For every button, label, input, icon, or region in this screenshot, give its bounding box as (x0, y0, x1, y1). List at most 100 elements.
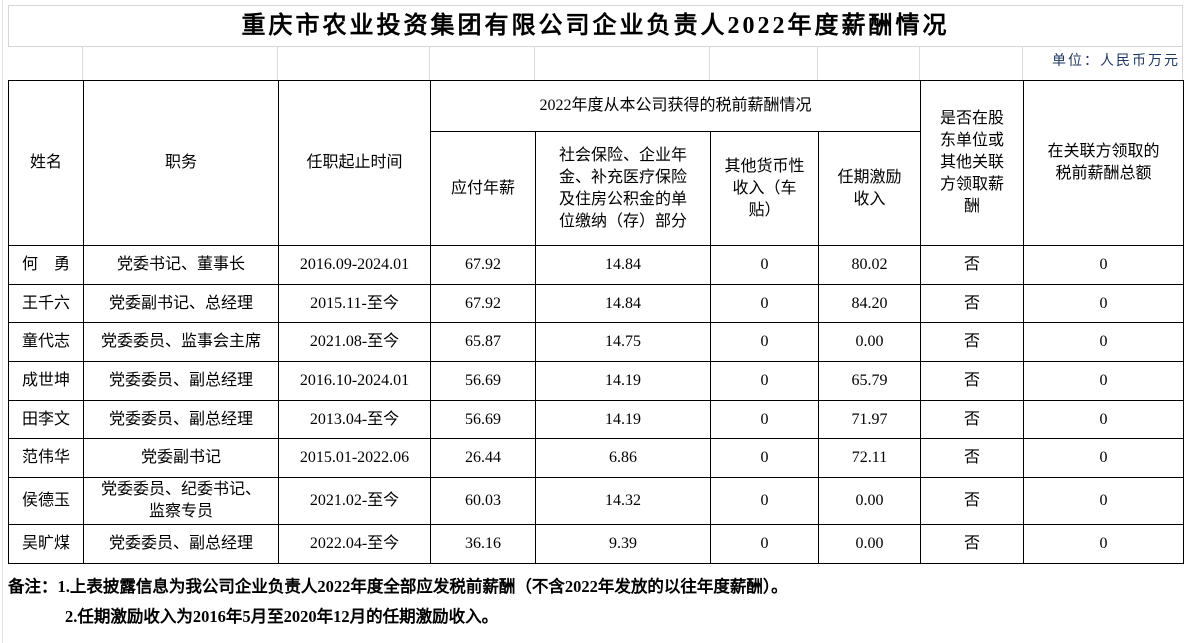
cell-tenure-incentive: 84.20 (817, 284, 922, 323)
table-row: 田李文 党委委员、副总经理 2013.04-至今 56.69 14.19 0 7… (8, 400, 1185, 439)
cell-related-party-flag: 否 (920, 322, 1025, 362)
cell-insurance: 6.86 (535, 438, 711, 478)
cell-tenure-incentive: 0.00 (817, 477, 922, 525)
cell-related-party-total: 0 (1023, 361, 1185, 401)
cell-insurance: 14.19 (535, 400, 711, 439)
cell-other-income: 0 (710, 322, 819, 362)
cell-name: 吴旷煤 (8, 524, 84, 564)
cell-related-party-total: 0 (1023, 438, 1185, 478)
cell-related-party-total: 0 (1023, 524, 1185, 564)
cell-related-party-flag: 否 (920, 361, 1025, 401)
cell-related-party-total: 0 (1023, 477, 1185, 525)
col-header-tenure-incentive: 任期激励 收入 (817, 131, 922, 246)
cell-term: 2015.11-至今 (278, 284, 431, 323)
header-row-sub: 应付年薪 社会保险、企业年 金、补充医疗保险 及住房公积金的单 位缴纳（存）部分… (9, 131, 1184, 246)
cell-position: 党委委员、副总经理 (83, 361, 279, 401)
cell-name: 田李文 (8, 400, 84, 439)
footnotes: 备注：1.上表披露信息为我公司企业负责人2022年度全部应发税前薪酬（不含202… (8, 572, 1178, 632)
cell-name: 成世坤 (8, 361, 84, 401)
col-header-other-income: 其他货币性 收入（车 贴） (710, 131, 819, 246)
table-row: 范伟华 党委副书记 2015.01-2022.06 26.44 6.86 0 7… (8, 438, 1185, 478)
cell-position: 党委书记、董事长 (83, 245, 279, 285)
cell-term: 2015.01-2022.06 (278, 438, 431, 478)
cell-related-party-flag: 否 (920, 438, 1025, 478)
cell-position: 党委委员、副总经理 (83, 524, 279, 564)
col-header-position: 职务 (83, 80, 279, 246)
cell-annual-salary: 56.69 (430, 361, 536, 401)
cell-related-party-flag: 否 (920, 245, 1025, 285)
cell-annual-salary: 65.87 (430, 322, 536, 362)
cell-position: 党委委员、副总经理 (83, 400, 279, 439)
cell-tenure-incentive: 0.00 (817, 322, 922, 362)
cell-annual-salary: 36.16 (430, 524, 536, 564)
unit-row-cell (920, 47, 1023, 80)
cell-related-party-flag: 否 (920, 477, 1025, 525)
col-header-annual-salary: 应付年薪 (430, 131, 536, 246)
sheet-gridline (2, 0, 3, 643)
cell-related-party-total: 0 (1023, 284, 1185, 323)
cell-related-party-flag: 否 (920, 524, 1025, 564)
cell-position: 党委副书记、总经理 (83, 284, 279, 323)
cell-insurance: 14.19 (535, 361, 711, 401)
unit-row-cell (8, 47, 83, 80)
unit-label: 单位：人民币万元 (1023, 47, 1183, 80)
unit-row-cell (818, 47, 920, 80)
cell-tenure-incentive: 65.79 (817, 361, 922, 401)
document-title: 重庆市农业投资集团有限公司企业负责人2022年度薪酬情况 (8, 5, 1183, 47)
header-row-top: 姓名 职务 任职起止时间 2022年度从本公司获得的税前薪酬情况 是否在股 东单… (8, 80, 1185, 246)
cell-name: 王千六 (8, 284, 84, 323)
cell-term: 2021.08-至今 (278, 322, 431, 362)
cell-position: 党委委员、监事会主席 (83, 322, 279, 362)
table-row: 童代志 党委委员、监事会主席 2021.08-至今 65.87 14.75 0 … (8, 322, 1185, 362)
col-header-related-party-flag: 是否在股 东单位或 其他关联 方领取薪 酬 (920, 80, 1025, 246)
cell-term: 2016.09-2024.01 (278, 245, 431, 285)
table-row: 侯德玉 党委委员、纪委书记、 监察专员 2021.02-至今 60.03 14.… (8, 477, 1185, 525)
cell-tenure-incentive: 80.02 (817, 245, 922, 285)
cell-related-party-flag: 否 (920, 284, 1025, 323)
cell-position: 党委副书记 (83, 438, 279, 478)
cell-position: 党委委员、纪委书记、 监察专员 (83, 477, 279, 525)
table-row: 成世坤 党委委员、副总经理 2016.10-2024.01 56.69 14.1… (8, 361, 1185, 401)
table-row: 王千六 党委副书记、总经理 2015.11-至今 67.92 14.84 0 8… (8, 284, 1185, 323)
cell-name: 何 勇 (8, 245, 84, 285)
unit-row-cell (710, 47, 818, 80)
cell-other-income: 0 (710, 477, 819, 525)
cell-annual-salary: 56.69 (430, 400, 536, 439)
cell-term: 2021.02-至今 (278, 477, 431, 525)
table-row: 何 勇 党委书记、董事长 2016.09-2024.01 67.92 14.84… (8, 245, 1185, 285)
cell-annual-salary: 67.92 (430, 245, 536, 285)
cell-insurance: 14.84 (535, 284, 711, 323)
unit-row-cell (430, 47, 535, 80)
cell-insurance: 14.32 (535, 477, 711, 525)
col-header-salary-group: 2022年度从本公司获得的税前薪酬情况 (429, 80, 922, 132)
unit-row-cell (535, 47, 710, 80)
cell-annual-salary: 26.44 (430, 438, 536, 478)
unit-row-cell (83, 47, 278, 80)
unit-row: 单位：人民币万元 (8, 47, 1183, 80)
cell-related-party-total: 0 (1023, 322, 1185, 362)
footnote-2: 2.任期激励收入为2016年5月至2020年12月的任期激励收入。 (65, 607, 499, 626)
cell-insurance: 14.75 (535, 322, 711, 362)
cell-tenure-incentive: 71.97 (817, 400, 922, 439)
cell-other-income: 0 (710, 400, 819, 439)
cell-tenure-incentive: 72.11 (817, 438, 922, 478)
footnote-1: 备注：1.上表披露信息为我公司企业负责人2022年度全部应发税前薪酬（不含202… (8, 577, 788, 596)
cell-name: 童代志 (8, 322, 84, 362)
salary-table: 姓名 职务 任职起止时间 2022年度从本公司获得的税前薪酬情况 是否在股 东单… (8, 80, 1185, 564)
cell-insurance: 9.39 (535, 524, 711, 564)
cell-other-income: 0 (710, 438, 819, 478)
table-row: 吴旷煤 党委委员、副总经理 2022.04-至今 36.16 9.39 0 0.… (8, 524, 1185, 564)
cell-related-party-total: 0 (1023, 245, 1185, 285)
col-header-insurance: 社会保险、企业年 金、补充医疗保险 及住房公积金的单 位缴纳（存）部分 (535, 131, 711, 246)
cell-term: 2022.04-至今 (278, 524, 431, 564)
cell-name: 侯德玉 (8, 477, 84, 525)
col-header-name: 姓名 (8, 80, 84, 246)
col-header-related-party-total: 在关联方领取的 税前薪酬总额 (1023, 80, 1185, 246)
cell-annual-salary: 60.03 (430, 477, 536, 525)
cell-term: 2013.04-至今 (278, 400, 431, 439)
cell-other-income: 0 (710, 524, 819, 564)
cell-related-party-total: 0 (1023, 400, 1185, 439)
cell-name: 范伟华 (8, 438, 84, 478)
cell-annual-salary: 67.92 (430, 284, 536, 323)
col-header-term: 任职起止时间 (278, 80, 431, 246)
